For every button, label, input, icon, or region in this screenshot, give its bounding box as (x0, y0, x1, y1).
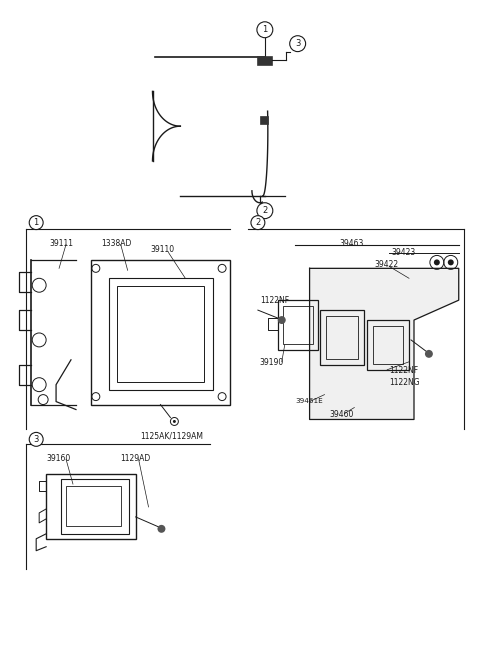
Text: 39190: 39190 (260, 358, 284, 367)
Bar (373, 326, 403, 364)
Bar (61, 479, 129, 533)
Circle shape (257, 203, 273, 219)
Text: 39461E: 39461E (296, 397, 324, 403)
Text: 1122NF: 1122NF (389, 366, 418, 374)
Bar (278, 300, 318, 350)
Text: 1125AK/1129AM: 1125AK/1129AM (141, 432, 204, 440)
Text: 39423: 39423 (391, 248, 415, 258)
Text: 3: 3 (295, 39, 300, 48)
Circle shape (278, 316, 286, 324)
Text: 1122NG: 1122NG (389, 378, 420, 387)
Text: 2: 2 (255, 218, 261, 227)
Circle shape (434, 260, 440, 265)
Text: 1: 1 (34, 218, 39, 227)
Text: 39110: 39110 (151, 246, 175, 254)
Text: 39160: 39160 (46, 454, 71, 463)
Text: 39460: 39460 (329, 409, 354, 419)
Bar (260, 116, 268, 124)
Bar (283, 306, 312, 344)
Bar (325, 316, 358, 359)
Bar (117, 286, 204, 382)
Circle shape (257, 22, 273, 37)
Circle shape (157, 525, 166, 533)
Circle shape (29, 432, 43, 446)
Bar (320, 310, 364, 365)
Text: 1122NF: 1122NF (260, 296, 289, 306)
Polygon shape (310, 268, 459, 419)
Circle shape (448, 260, 454, 265)
Text: 39463: 39463 (339, 238, 364, 248)
Bar (66, 486, 120, 526)
Text: 39422: 39422 (374, 260, 398, 269)
Bar (367, 320, 409, 370)
Bar (46, 474, 136, 539)
Text: 3: 3 (34, 435, 39, 444)
Text: 1: 1 (262, 25, 267, 34)
Bar (109, 279, 213, 390)
Circle shape (425, 350, 433, 358)
Text: 1338AD: 1338AD (101, 238, 131, 248)
Circle shape (290, 35, 306, 52)
Text: 39111: 39111 (49, 238, 73, 248)
Bar (91, 260, 230, 405)
Text: 2: 2 (262, 206, 267, 215)
Circle shape (251, 215, 265, 229)
Text: 1129AD: 1129AD (120, 454, 151, 463)
Circle shape (173, 420, 176, 423)
Bar (258, 57, 272, 64)
Circle shape (29, 215, 43, 229)
